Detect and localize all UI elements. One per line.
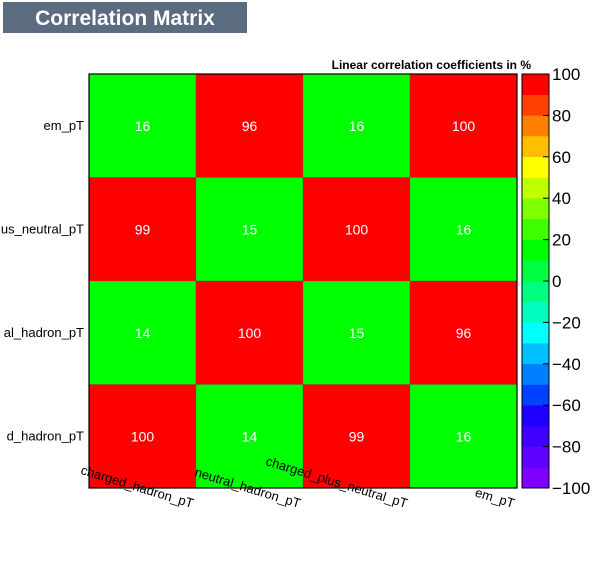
color-scale-segment — [522, 384, 549, 406]
z-tick-label: 0 — [552, 272, 561, 291]
cell-value-label: 100 — [131, 428, 155, 444]
y-tick-label: em_pT — [44, 118, 85, 133]
color-scale-segment — [522, 74, 549, 95]
color-scale-segment — [522, 301, 549, 323]
heatmap-cell — [302, 384, 411, 489]
color-scale-segment — [522, 343, 549, 365]
cell-value-label: 100 — [345, 221, 369, 237]
cell-value-label: 96 — [242, 118, 258, 134]
heatmap-cells: 16 96 16 100 99 15 100 16 14 100 15 96 100 14 99 16 — [88, 73, 518, 489]
cell-value-label: 16 — [456, 428, 472, 444]
z-tick-label: −40 — [552, 355, 581, 374]
y-axis-labels: em_pT us_neutral_pT al_hadron_pT d_hadron_p… — [1, 118, 84, 444]
heatmap-cell — [88, 177, 197, 282]
cell-value-label: 14 — [242, 428, 258, 444]
chart-subtitle: Linear correlation coefficients in % — [332, 58, 532, 72]
x-tick-label: em_pT — [473, 485, 516, 511]
heatmap-cell — [409, 177, 518, 282]
heatmap-cell — [195, 384, 304, 489]
plot-frame — [88, 73, 518, 489]
z-tick-label: 20 — [552, 231, 571, 250]
cell-value-label: 99 — [135, 221, 151, 237]
color-scale-segment — [522, 218, 549, 240]
color-scale-segment — [522, 363, 549, 385]
color-scale-segment — [522, 467, 549, 489]
z-tick-label: 80 — [552, 106, 571, 125]
y-tick-label: al_hadron_pT — [4, 325, 84, 340]
z-tick-label: −20 — [552, 313, 581, 332]
cell-value-label: 16 — [456, 221, 472, 237]
cell-value-label: 100 — [238, 325, 262, 341]
z-tick-label: −80 — [552, 438, 581, 457]
cell-value-label: 16 — [349, 118, 365, 134]
color-scale-segment — [522, 94, 549, 116]
z-tick-label: 60 — [552, 148, 571, 167]
color-scale-segment — [522, 156, 549, 178]
z-tick-label: 100 — [552, 65, 580, 84]
cell-value-label: 96 — [456, 325, 472, 341]
color-scale-segment — [522, 446, 549, 468]
heatmap-cell — [88, 73, 197, 178]
heatmap-cell — [195, 280, 304, 385]
z-tick-label: 40 — [552, 189, 571, 208]
cell-value-label: 15 — [242, 221, 258, 237]
cell-value-label: 99 — [349, 428, 365, 444]
cell-value-label: 100 — [452, 118, 476, 134]
color-scale-segment — [522, 115, 549, 137]
cell-value-label: 14 — [135, 325, 151, 341]
heatmap-cell — [302, 177, 411, 282]
title-box — [3, 2, 247, 33]
color-scale-segment — [522, 136, 549, 158]
color-scale-segment — [522, 239, 549, 261]
heatmap-cell — [302, 280, 411, 385]
color-scale-segment — [522, 322, 549, 344]
y-tick-label: us_neutral_pT — [1, 221, 84, 236]
heatmap-cell — [88, 280, 197, 385]
color-scale: 100 80 60 40 20 0 −20 −40 −60 −80 −100 — [521, 65, 590, 498]
cell-value-label: 15 — [349, 325, 365, 341]
heatmap-cell — [409, 384, 518, 489]
color-scale-segment — [522, 281, 549, 302]
y-tick-label: d_hadron_pT — [7, 428, 84, 443]
color-scale-segment — [522, 425, 549, 447]
color-scale-segment — [522, 198, 549, 220]
color-scale-segment — [522, 177, 549, 199]
chart-title: Correlation Matrix — [35, 7, 215, 30]
cell-value-label: 16 — [135, 118, 151, 134]
color-scale-segment — [522, 405, 549, 427]
z-tick-label: −100 — [552, 479, 590, 498]
color-scale-segment — [522, 260, 549, 282]
z-tick-label: −60 — [552, 396, 581, 415]
